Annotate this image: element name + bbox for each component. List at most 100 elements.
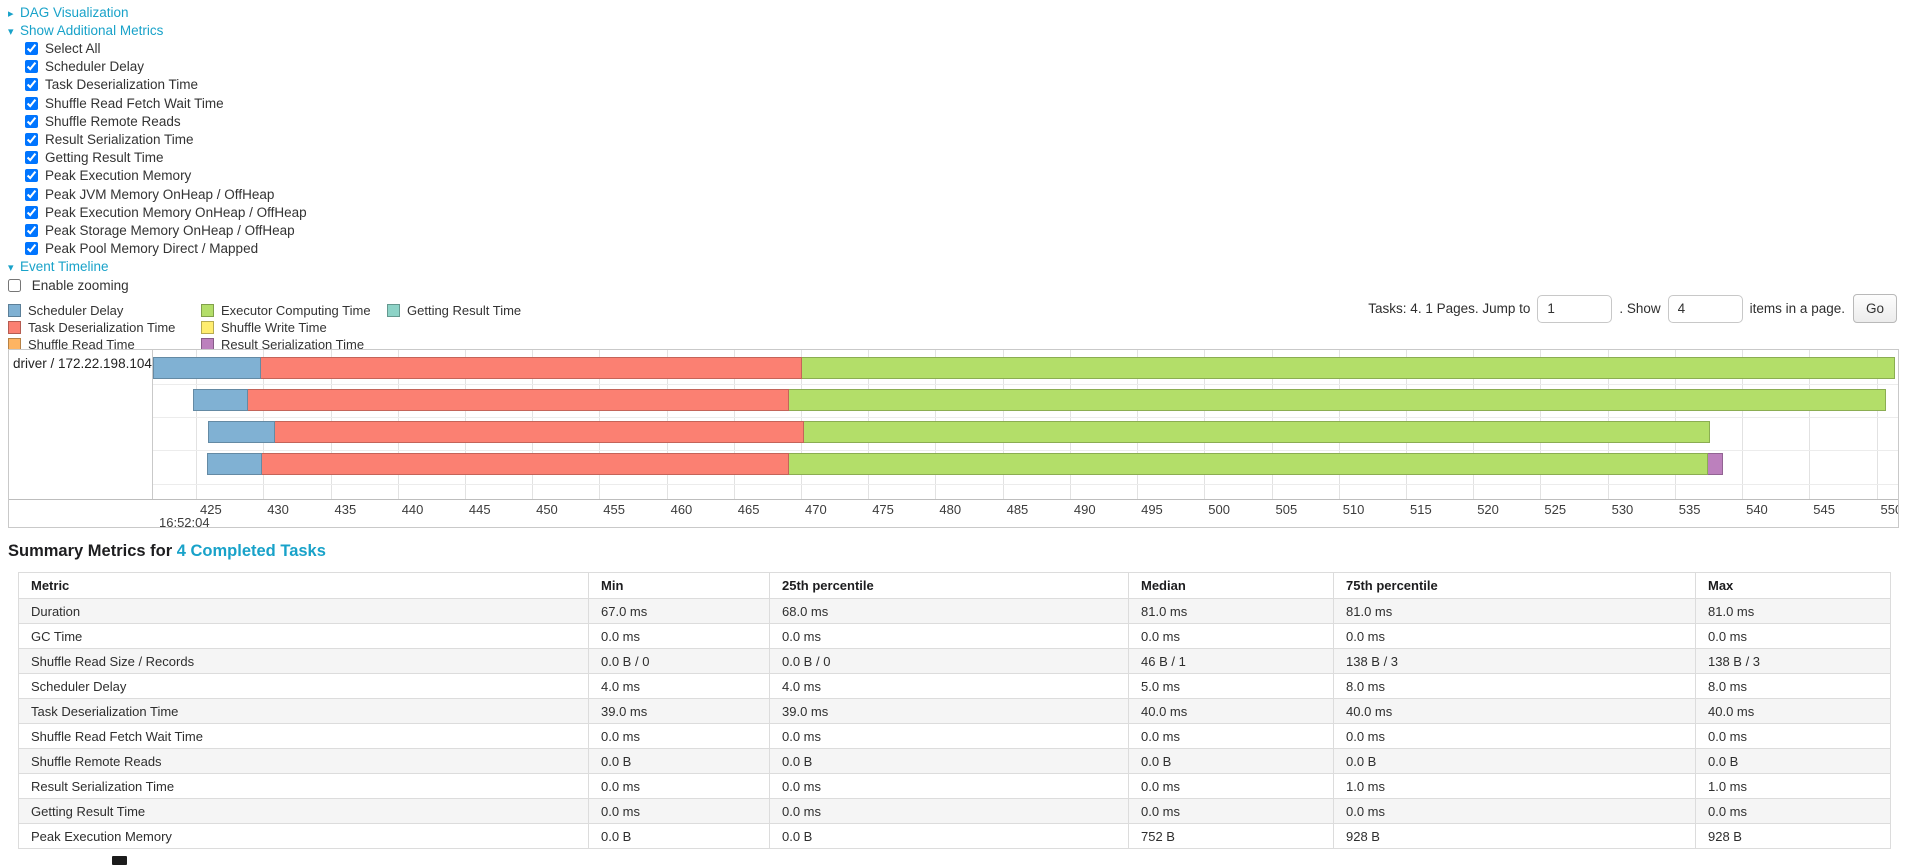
dag-visualization-link[interactable]: DAG Visualization	[20, 5, 129, 20]
checkbox-peak-execution-memory-onheap-offheap[interactable]	[25, 205, 38, 219]
gridline	[1876, 350, 1878, 499]
axis-tick-label: 425	[200, 502, 222, 517]
enable-zooming-checkbox[interactable]	[8, 279, 21, 293]
legend-label: Shuffle Read Time	[28, 337, 135, 352]
timeline-x-axis: 425 430 435 440 445 450 455 460 465 470 475 480 485 4…	[9, 499, 1898, 527]
legend-item-scheduler-delay: Scheduler Delay	[8, 302, 201, 319]
show-additional-metrics-link[interactable]: Show Additional Metrics	[20, 23, 164, 38]
metric-name-cell: Shuffle Read Size / Records	[18, 648, 589, 674]
task-deserialization-time-segment	[248, 389, 789, 411]
table-row: Scheduler Delay 4.0 ms 4.0 ms 5.0 ms 8.0 ms 8…	[18, 673, 1891, 699]
summary-metrics-section: Summary Metrics for 4 Completed Tasks Me…	[8, 542, 1899, 849]
show-additional-metrics-toggle[interactable]: ▾ Show Additional Metrics	[8, 22, 307, 40]
axis-tick-label: 455	[603, 502, 625, 517]
items-in-page-text: items in a page.	[1749, 301, 1845, 316]
event-timeline-toggle[interactable]: ▾ Event Timeline	[8, 258, 307, 276]
table-row: Shuffle Read Fetch Wait Time 0.0 ms 0.0 ms…	[18, 723, 1891, 749]
checkbox-label-peak-storage-memory-onheap-offheap: Peak Storage Memory OnHeap / OffHeap	[45, 222, 295, 238]
legend-item-getting-result-time: Getting Result Time	[387, 302, 521, 319]
summary-heading-prefix: Summary Metrics for	[8, 542, 177, 560]
scheduler-delay-segment	[153, 357, 261, 379]
task-bar-3	[208, 421, 1710, 443]
metric-name-cell: Getting Result Time	[18, 798, 589, 824]
legend-item-shuffle-read-time: Shuffle Read Time	[8, 336, 201, 353]
table-row: Duration 67.0 ms 68.0 ms 81.0 ms 81.0 ms 81.0…	[18, 598, 1891, 624]
items-per-page-input[interactable]	[1667, 294, 1743, 323]
metric-checkbox-row: Select All	[8, 40, 307, 58]
show-text: . Show	[1619, 301, 1661, 316]
expanded-arrow-icon: ▾	[8, 26, 14, 38]
clipped-next-section-fragment	[112, 856, 127, 865]
checkbox-task-deserialization-time[interactable]	[25, 78, 38, 92]
metric-value-cell: 0.0 B	[769, 748, 1129, 774]
checkbox-select-all[interactable]	[25, 42, 38, 55]
executor-group-label: driver / 172.22.198.104	[9, 350, 153, 499]
checkbox-label-peak-jvm-memory-onheap-offheap: Peak JVM Memory OnHeap / OffHeap	[45, 186, 275, 202]
executor-computing-time-segment	[803, 421, 1710, 443]
axis-tick-label: 520	[1477, 502, 1499, 517]
executor-computing-time-segment	[788, 389, 1886, 411]
axis-tick-label: 430	[267, 502, 289, 517]
metric-value-cell: 0.0 ms	[1128, 798, 1334, 824]
dag-visualization-toggle[interactable]: ▸ DAG Visualization	[8, 4, 307, 22]
table-header-row: Metric Min 25th percentile Median 75th perce…	[18, 572, 1891, 599]
checkbox-result-serialization-time[interactable]	[25, 132, 38, 146]
metric-checkbox-row: Shuffle Remote Reads	[8, 113, 307, 131]
result-serialization-time-segment	[1708, 453, 1724, 475]
metric-value-cell: 8.0 ms	[1333, 673, 1696, 699]
metric-name-cell: Peak Execution Memory	[18, 823, 589, 849]
metric-value-cell: 0.0 B	[769, 823, 1129, 849]
enable-zooming-row: Enable zooming	[8, 277, 307, 295]
checkbox-peak-pool-memory-direct-mapped[interactable]	[25, 242, 38, 256]
checkbox-peak-jvm-memory-onheap-offheap[interactable]	[25, 187, 38, 201]
metric-value-cell: 1.0 ms	[1695, 773, 1891, 799]
metric-checkbox-row: Result Serialization Time	[8, 131, 307, 149]
axis-tick-label: 490	[1073, 502, 1096, 517]
checkbox-label-task-deserialization-time: Task Deserialization Time	[45, 77, 199, 93]
metric-value-cell: 0.0 ms	[588, 723, 770, 749]
metric-value-cell: 0.0 ms	[769, 773, 1129, 799]
event-timeline-link[interactable]: Event Timeline	[20, 259, 109, 275]
metric-value-cell: 928 B	[1333, 823, 1696, 849]
scheduler-delay-segment	[193, 389, 249, 411]
task-bar-2	[193, 389, 1886, 411]
go-button[interactable]: Go	[1852, 294, 1897, 323]
metrics-checkbox-list: Select All Scheduler Delay Task Deserializ…	[8, 40, 307, 258]
metric-checkbox-row: Scheduler Delay	[8, 58, 307, 76]
checkbox-peak-storage-memory-onheap-offheap[interactable]	[25, 223, 38, 237]
jump-to-page-input[interactable]	[1537, 294, 1613, 323]
metric-value-cell: 0.0 B / 0	[769, 648, 1129, 674]
checkbox-label-peak-execution-memory: Peak Execution Memory	[45, 168, 192, 184]
task-pagination: Tasks: 4. 1 Pages. Jump to . Show items …	[1368, 294, 1897, 323]
row-separator-line	[153, 450, 1898, 451]
task-bar-1	[153, 357, 1896, 379]
completed-tasks-link[interactable]: 4 Completed Tasks	[176, 542, 326, 560]
checkbox-shuffle-read-fetch-wait-time[interactable]	[25, 96, 38, 110]
metric-value-cell: 4.0 ms	[588, 673, 770, 699]
timeline-legend: Scheduler Delay Task Deserialization Time…	[8, 302, 521, 353]
legend-label: Getting Result Time	[407, 303, 522, 318]
legend-column: Getting Result Time	[387, 302, 521, 319]
metric-checkbox-row: Task Deserialization Time	[8, 76, 307, 94]
metric-name-cell: Scheduler Delay	[18, 673, 589, 699]
metric-value-cell: 0.0 ms	[1695, 723, 1891, 749]
metric-name-cell: Result Serialization Time	[18, 773, 589, 799]
column-header-75th-percentile: 75th percentile	[1333, 572, 1696, 599]
checkbox-scheduler-delay[interactable]	[25, 60, 38, 74]
checkbox-shuffle-remote-reads[interactable]	[25, 114, 38, 128]
table-row: Getting Result Time 0.0 ms 0.0 ms 0.0 ms 0.0…	[18, 798, 1891, 824]
checkbox-label-peak-execution-memory-onheap-offheap: Peak Execution Memory OnHeap / OffHeap	[45, 204, 307, 220]
metric-value-cell: 0.0 ms	[588, 773, 770, 799]
metric-value-cell: 752 B	[1128, 823, 1334, 849]
getting-result-time-swatch-icon	[387, 304, 400, 317]
metric-value-cell: 40.0 ms	[1695, 698, 1891, 724]
axis-tick-label: 445	[468, 502, 491, 517]
gridline	[196, 350, 197, 499]
checkbox-peak-execution-memory[interactable]	[25, 169, 38, 183]
checkbox-getting-result-time[interactable]	[25, 151, 38, 165]
row-separator-line	[153, 384, 1898, 385]
checkbox-label-peak-pool-memory-direct-mapped: Peak Pool Memory Direct / Mapped	[45, 241, 259, 257]
task-bar-4	[206, 453, 1724, 475]
metric-value-cell: 138 B / 3	[1695, 648, 1891, 674]
executor-computing-time-segment	[788, 453, 1709, 475]
